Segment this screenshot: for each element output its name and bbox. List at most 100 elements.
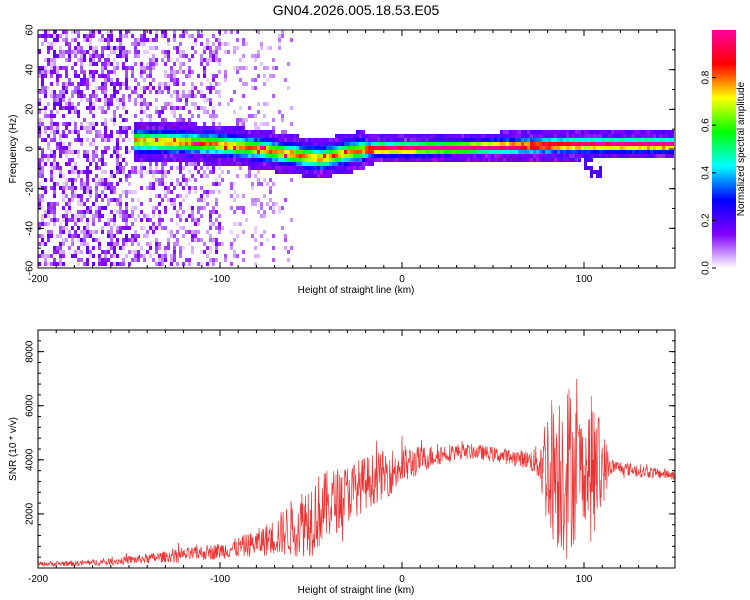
heatmap-cell — [146, 218, 149, 222]
heatmap-cell — [107, 242, 110, 246]
heatmap-cell — [254, 150, 257, 154]
heatmap-cell — [170, 190, 173, 194]
heatmap-cell — [395, 150, 398, 154]
heatmap-cell — [254, 130, 257, 134]
heatmap-cell — [176, 90, 179, 94]
heatmap-cell — [287, 134, 290, 138]
heatmap-cell — [293, 150, 296, 154]
heatmap-cell — [188, 94, 191, 98]
heatmap-cell — [164, 162, 167, 166]
heatmap-cell — [218, 222, 221, 226]
heatmap-cell — [116, 146, 119, 150]
heatmap-cell — [101, 170, 104, 174]
heatmap-cell — [65, 66, 68, 70]
heatmap-cell — [77, 258, 80, 262]
heatmap-cell — [50, 210, 53, 214]
heatmap-cell — [272, 138, 275, 142]
heatmap-cell — [593, 142, 596, 146]
heatmap-cell — [383, 154, 386, 158]
heatmap-cell — [74, 62, 77, 66]
heatmap-cell — [434, 138, 437, 142]
heatmap-cell — [110, 138, 113, 142]
heatmap-cell — [158, 202, 161, 206]
heatmap-cell — [269, 198, 272, 202]
heatmap-cell — [485, 158, 488, 162]
heatmap-cell — [470, 142, 473, 146]
heatmap-cell — [59, 246, 62, 250]
heatmap-cell — [41, 86, 44, 90]
heatmap-cell — [632, 146, 635, 150]
heatmap-cell — [47, 46, 50, 50]
heatmap-cell — [47, 210, 50, 214]
heatmap-cell — [164, 106, 167, 110]
heatmap-cell — [239, 106, 242, 110]
heatmap-cell — [107, 134, 110, 138]
heatmap-cell — [560, 134, 563, 138]
heatmap-cell — [164, 134, 167, 138]
heatmap-cell — [290, 162, 293, 166]
heatmap-cell — [104, 222, 107, 226]
heatmap-cell — [359, 150, 362, 154]
heatmap-cell — [275, 170, 278, 174]
heatmap-cell — [215, 134, 218, 138]
heatmap-cell — [185, 30, 188, 34]
heatmap-cell — [140, 102, 143, 106]
heatmap-cell — [107, 182, 110, 186]
heatmap-cell — [317, 146, 320, 150]
heatmap-cell — [257, 134, 260, 138]
heatmap-cell — [212, 258, 215, 262]
heatmap-cell — [110, 246, 113, 250]
heatmap-cell — [224, 134, 227, 138]
heatmap-cell — [560, 158, 563, 162]
heatmap-cell — [461, 146, 464, 150]
heatmap-cell — [218, 102, 221, 106]
heatmap-cell — [332, 166, 335, 170]
heatmap-cell — [218, 226, 221, 230]
heatmap-cell — [110, 94, 113, 98]
heatmap-cell — [311, 138, 314, 142]
heatmap-cell — [212, 58, 215, 62]
heatmap-cell — [152, 66, 155, 70]
heatmap-cell — [194, 190, 197, 194]
heatmap-cell — [551, 154, 554, 158]
heatmap-cell — [149, 138, 152, 142]
heatmap-cell — [365, 158, 368, 162]
heatmap-cell — [233, 150, 236, 154]
heatmap-cell — [515, 134, 518, 138]
heatmap-cell — [308, 146, 311, 150]
heatmap-cell — [350, 166, 353, 170]
heatmap-cell — [227, 158, 230, 162]
heatmap-cell — [545, 138, 548, 142]
heatmap-cell — [98, 158, 101, 162]
heatmap-cell — [188, 154, 191, 158]
heatmap-cell — [512, 150, 515, 154]
heatmap-cell — [122, 126, 125, 130]
heatmap-cell — [338, 138, 341, 142]
heatmap-cell — [536, 130, 539, 134]
heatmap-cell — [257, 54, 260, 58]
heatmap-cell — [89, 170, 92, 174]
heatmap-cell — [110, 78, 113, 82]
heatmap-cell — [92, 142, 95, 146]
heatmap-cell — [191, 250, 194, 254]
heatmap-cell — [98, 130, 101, 134]
heatmap-cell — [41, 198, 44, 202]
heatmap-cell — [59, 226, 62, 230]
heatmap-cell — [185, 74, 188, 78]
heatmap-cell — [98, 134, 101, 138]
heatmap-cell — [179, 134, 182, 138]
heatmap-cell — [644, 130, 647, 134]
heatmap-cell — [617, 150, 620, 154]
heatmap-cell — [314, 138, 317, 142]
heatmap-cell — [206, 142, 209, 146]
heatmap-cell — [218, 230, 221, 234]
heatmap-cell — [149, 102, 152, 106]
heatmap-cell — [191, 210, 194, 214]
heatmap-cell — [41, 150, 44, 154]
heatmap-cell — [74, 234, 77, 238]
heatmap-cell — [380, 158, 383, 162]
heatmap-cell — [218, 190, 221, 194]
heatmap-cell — [341, 158, 344, 162]
heatmap-cell — [239, 150, 242, 154]
heatmap-cell — [38, 198, 41, 202]
